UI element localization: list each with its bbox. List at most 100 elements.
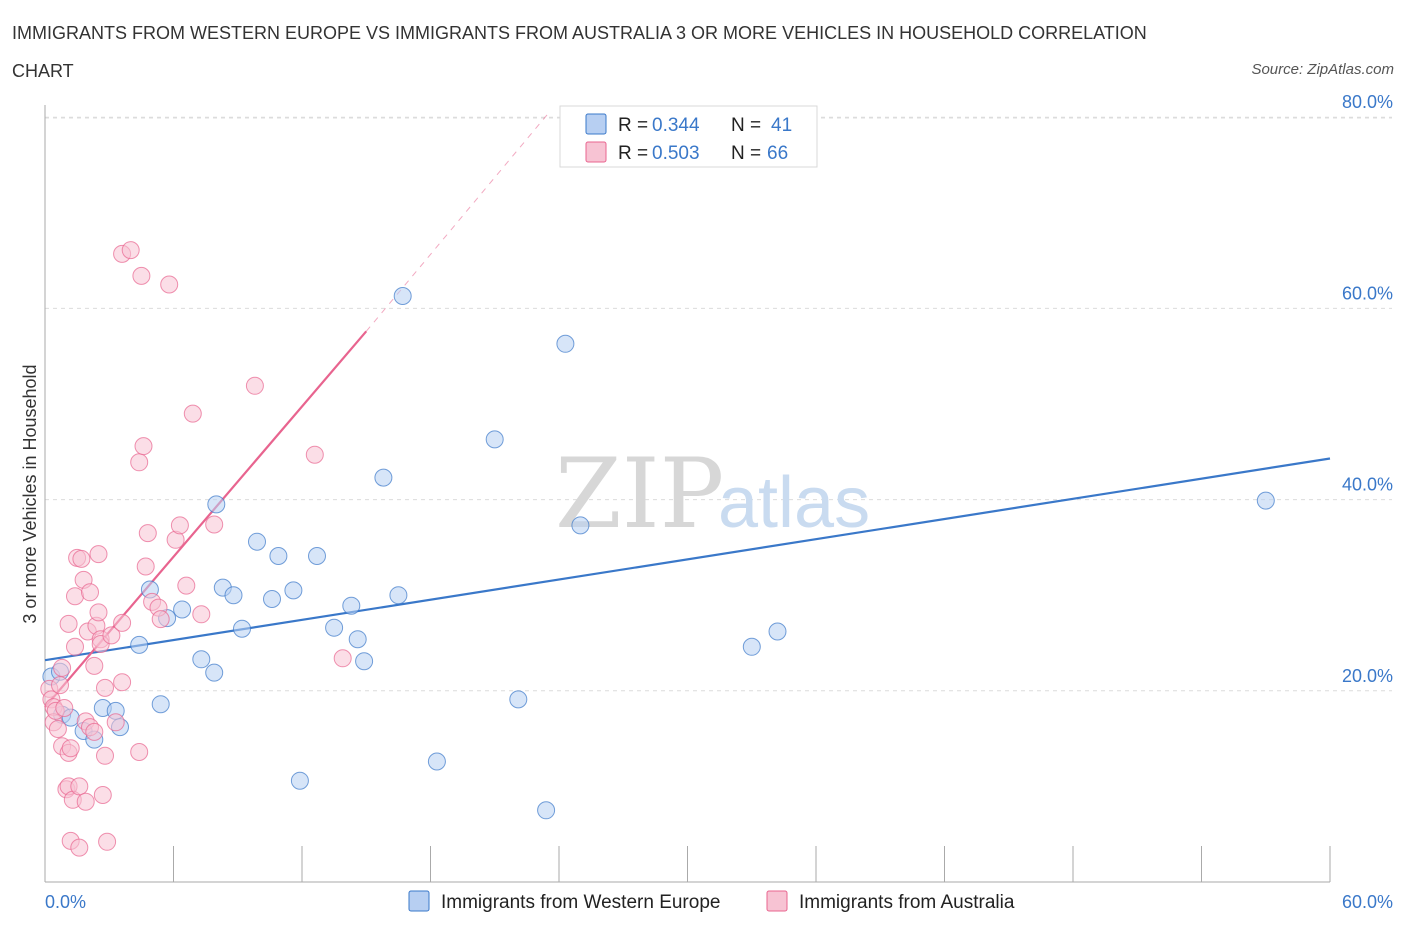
point-australia [205, 515, 224, 534]
point-western-europe [537, 801, 556, 820]
point-western-europe [192, 650, 211, 669]
data-points [40, 241, 1275, 857]
y-tick-label: 80.0% [1342, 92, 1393, 112]
point-australia [70, 777, 89, 796]
point-western-europe [233, 619, 251, 638]
point-western-europe [151, 695, 170, 714]
point-australia [192, 605, 211, 624]
point-western-europe [427, 752, 446, 771]
point-australia [245, 376, 264, 395]
point-australia [106, 713, 125, 732]
point-western-europe [389, 586, 408, 605]
point-western-europe [290, 771, 309, 790]
point-australia [138, 524, 157, 543]
point-western-europe [284, 581, 303, 600]
point-australia [85, 656, 104, 675]
legend-n-value: 66 [767, 143, 788, 164]
point-western-europe [571, 516, 590, 535]
point-western-europe [374, 468, 393, 487]
point-australia [177, 576, 196, 595]
y-axis-label: 3 or more Vehicles in Household [20, 364, 40, 623]
point-australia [305, 445, 324, 464]
point-australia [96, 678, 114, 697]
trend-line-extension [365, 113, 549, 332]
point-australia [98, 832, 117, 851]
point-australia [134, 437, 153, 456]
point-australia [51, 676, 69, 695]
point-australia [61, 739, 80, 758]
point-western-europe [348, 630, 367, 649]
point-western-europe [556, 334, 575, 353]
point-western-europe [269, 547, 288, 565]
legend-r-value: 0.344 [652, 115, 700, 136]
axes [44, 105, 1331, 883]
legend-n-label: N = [731, 115, 761, 136]
watermark-atlas: atlas [718, 463, 870, 543]
point-western-europe [263, 590, 281, 608]
series-legend: Immigrants from Western Europe Immigrant… [408, 890, 1015, 913]
point-australia [66, 587, 84, 606]
point-australia [76, 792, 95, 811]
stats-legend: R = 0.344 N = 41 R = 0.503 N = 66 [559, 105, 818, 168]
point-western-europe [342, 596, 361, 615]
legend-n-value: 41 [771, 115, 792, 136]
point-western-europe [509, 690, 528, 709]
point-australia [130, 743, 149, 761]
point-australia [48, 720, 67, 738]
point-australia [151, 610, 170, 629]
point-australia [333, 649, 352, 668]
point-australia [55, 699, 74, 717]
trend-line-blue [44, 457, 1331, 662]
legend-n-label: N = [731, 143, 761, 164]
trend-line-pink [44, 330, 368, 708]
point-australia [93, 786, 112, 804]
point-australia [59, 614, 78, 633]
point-australia [102, 626, 121, 645]
point-western-europe [130, 635, 149, 654]
point-australia [113, 673, 132, 692]
point-australia [85, 722, 104, 741]
point-australia [89, 545, 108, 564]
trend-lines [44, 113, 1331, 708]
point-australia [66, 637, 84, 656]
point-australia [121, 241, 140, 260]
point-western-europe [224, 586, 243, 605]
x-tick-label-max: 60.0% [1342, 892, 1393, 912]
point-australia [81, 583, 99, 602]
legend-r-label: R = [618, 115, 648, 136]
point-australia [130, 453, 149, 472]
series-legend-swatch-pink [766, 890, 788, 912]
y-tick-label: 20.0% [1342, 666, 1393, 686]
point-australia [113, 613, 132, 632]
point-western-europe [393, 287, 412, 305]
point-australia [53, 658, 72, 677]
point-western-europe [768, 622, 787, 641]
point-western-europe [742, 637, 761, 656]
point-western-europe [205, 663, 224, 682]
y-tick-label: 60.0% [1342, 283, 1393, 303]
point-western-europe [207, 495, 226, 514]
y-tick-label: 40.0% [1342, 475, 1393, 495]
series-legend-swatch-blue [408, 890, 430, 912]
point-australia [183, 404, 202, 423]
grid [45, 116, 1392, 692]
series-legend-label: Immigrants from Australia [799, 892, 1015, 913]
point-australia [72, 549, 91, 568]
point-australia [170, 516, 189, 535]
point-western-europe [248, 532, 266, 551]
point-western-europe [485, 430, 504, 449]
point-australia [136, 557, 155, 576]
chart-title: IMMIGRANTS FROM WESTERN EUROPE VS IMMIGR… [12, 23, 1147, 81]
point-western-europe [355, 652, 374, 671]
legend-swatch-blue [585, 113, 607, 135]
point-western-europe [1256, 491, 1275, 510]
source-label: Source: ZipAtlas.com [1251, 61, 1394, 78]
point-australia [89, 603, 108, 622]
point-western-europe [325, 618, 344, 637]
legend-swatch-pink [585, 141, 607, 163]
legend-r-label: R = [618, 143, 648, 164]
legend-r-value: 0.503 [652, 143, 700, 164]
point-australia [132, 266, 151, 285]
series-legend-label: Immigrants from Western Europe [441, 892, 720, 913]
